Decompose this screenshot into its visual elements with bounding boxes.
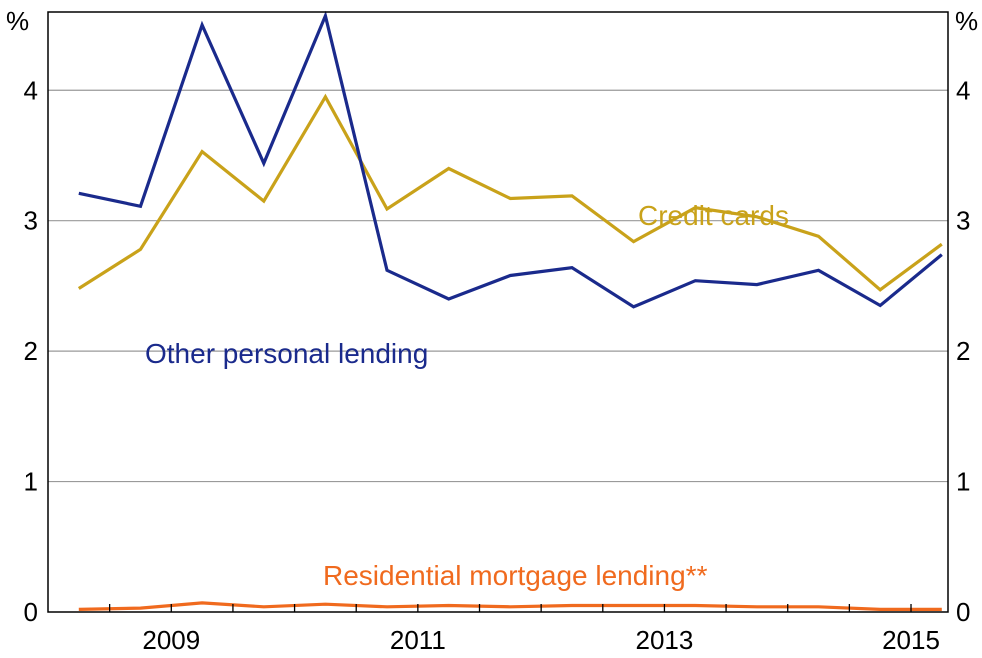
axes: 0 0 1 1 2 2 3 3 4 4 2009 2011 2013 2015 [24,75,971,655]
series-label-other-personal-lending: Other personal lending [145,338,428,369]
y-tick-label-right-2: 2 [956,336,970,366]
series-line-credit-cards [77,93,943,292]
plot-frame [47,11,949,613]
series-label-residential-mortgage-lending: Residential mortgage lending** [323,560,708,591]
y-tick-label-left-2: 2 [24,336,38,366]
series-lines [77,10,943,612]
series-line-other-personal-lending [78,10,943,309]
y-tick-label-right-0: 0 [956,597,970,627]
x-tick-label-2009: 2009 [142,625,200,655]
y-tick-label-right-3: 3 [956,206,970,236]
series-line-residential-mortgage-lending [78,601,942,612]
left-unit-label: % [6,6,29,36]
x-tick-label-2013: 2013 [636,625,694,655]
y-tick-label-right-4: 4 [956,75,970,105]
y-tick-label-right-1: 1 [956,467,970,497]
x-tick-label-2011: 2011 [390,625,446,655]
x-tick-label-2015: 2015 [882,625,940,655]
series-label-credit-cards: Credit cards [638,200,789,231]
y-tick-label-left-1: 1 [24,467,38,497]
y-tick-label-left-4: 4 [24,75,38,105]
y-tick-label-left-0: 0 [24,597,38,627]
right-unit-label: % [955,6,978,36]
gridlines [48,89,948,483]
y-tick-label-left-3: 3 [24,206,38,236]
